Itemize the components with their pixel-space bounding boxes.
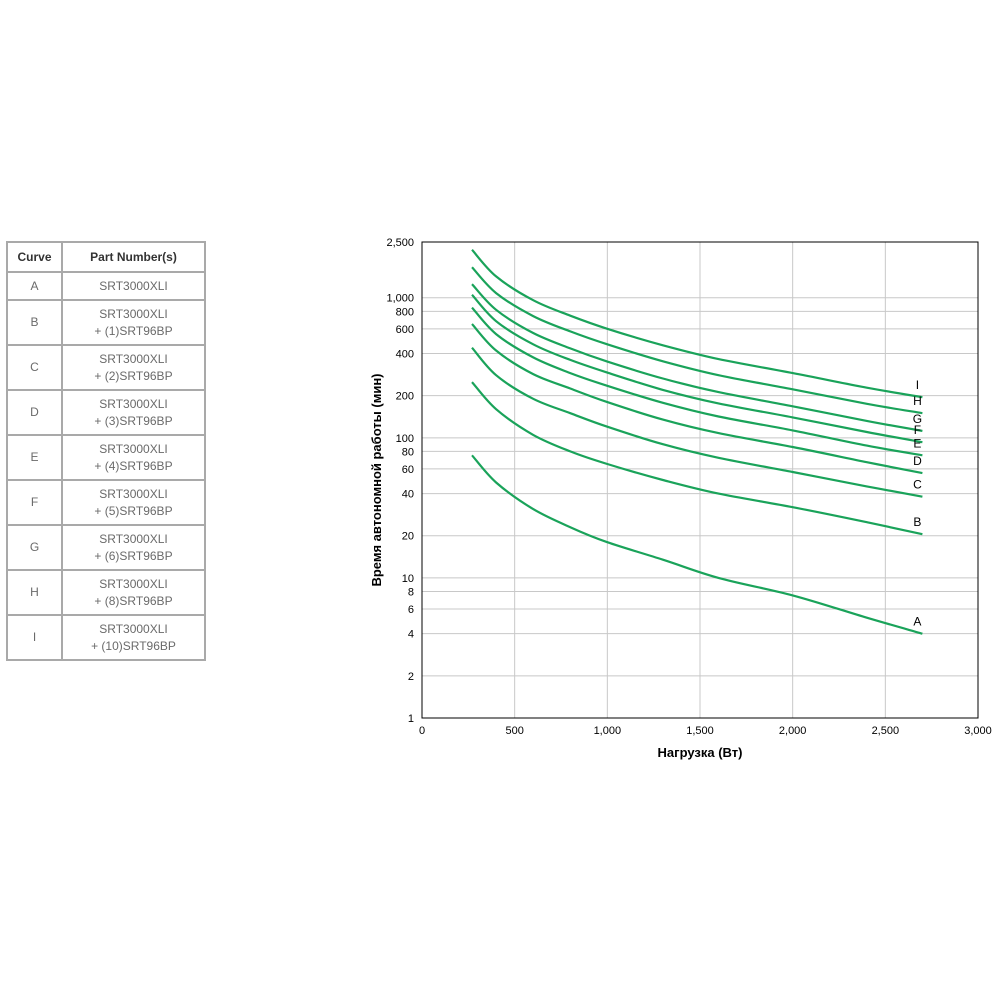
curve-letter: I	[6, 614, 63, 661]
part-number-line: SRT3000XLI	[99, 621, 168, 636]
y-tick-label: 20	[402, 531, 414, 543]
part-number-line: SRT3000XLI	[99, 486, 168, 501]
y-tick-label: 40	[402, 489, 414, 501]
part-number-cell: SRT3000XLI + (6)SRT96BP	[61, 524, 206, 571]
series-line-c	[471, 346, 923, 498]
curve-label-h: H	[913, 394, 922, 408]
curve-letter: D	[6, 389, 63, 436]
part-number-line: + (3)SRT96BP	[94, 413, 173, 428]
part-number-cell: SRT3000XLI + (3)SRT96BP	[61, 389, 206, 436]
x-tick-label: 1,000	[594, 725, 622, 737]
part-number-line: SRT3000XLI	[99, 576, 168, 591]
x-tick-label: 2,000	[779, 725, 807, 737]
curve-letter: E	[6, 434, 63, 481]
legend-header-curve: Curve	[6, 241, 63, 273]
y-tick-label: 10	[402, 573, 414, 585]
part-number-cell: SRT3000XLI + (1)SRT96BP	[61, 299, 206, 346]
y-tick-label: 4	[408, 629, 414, 641]
y-tick-label: 800	[396, 306, 414, 318]
grid-lines	[422, 242, 978, 718]
y-tick-label: 60	[402, 464, 414, 476]
curve-label-f: F	[914, 423, 921, 437]
series-line-d	[471, 323, 923, 475]
part-number-line: + (6)SRT96BP	[94, 548, 173, 563]
series-lines	[471, 249, 923, 635]
series-line-i	[471, 249, 923, 399]
table-row: A SRT3000XLI	[6, 271, 206, 301]
series-line-h	[471, 266, 923, 415]
table-row: D SRT3000XLI + (3)SRT96BP	[6, 389, 206, 436]
y-axis-title: Время автономной работы (мин)	[369, 373, 384, 586]
curve-label-a: A	[913, 615, 921, 629]
curve-letter: C	[6, 344, 63, 391]
part-number-line: + (10)SRT96BP	[91, 638, 176, 653]
x-tick-label: 500	[505, 725, 523, 737]
y-tick-label: 400	[396, 348, 414, 360]
legend-table: Curve Part Number(s) A SRT3000XLI B SRT3…	[6, 241, 206, 661]
curve-label-c: C	[913, 478, 922, 492]
part-number-line: + (8)SRT96BP	[94, 593, 173, 608]
part-number-line: SRT3000XLI	[99, 306, 168, 321]
curve-letter: A	[6, 271, 63, 301]
curve-letter: B	[6, 299, 63, 346]
plot-frame	[421, 241, 979, 719]
y-tick-label: 1,000	[386, 293, 414, 305]
y-tick-label: 600	[396, 324, 414, 336]
part-number-line: + (4)SRT96BP	[94, 458, 173, 473]
curve-label-g: G	[913, 412, 922, 426]
table-row: E SRT3000XLI + (4)SRT96BP	[6, 434, 206, 481]
curve-letter: F	[6, 479, 63, 526]
x-tick-label: 0	[419, 725, 425, 737]
table-row: G SRT3000XLI + (6)SRT96BP	[6, 524, 206, 571]
x-axis-ticks: 0 500 1,000 1,500 2,000 2,500 3,000	[419, 725, 992, 737]
curve-label-d: D	[913, 454, 922, 468]
y-tick-label: 8	[408, 586, 414, 598]
part-number-line: SRT3000XLI	[99, 396, 168, 411]
part-number-line: SRT3000XLI	[99, 278, 168, 293]
table-row: B SRT3000XLI + (1)SRT96BP	[6, 299, 206, 346]
series-line-g	[471, 283, 923, 432]
y-tick-label: 6	[408, 604, 414, 616]
series-line-e	[471, 306, 923, 457]
y-tick-label: 2	[408, 671, 414, 683]
y-tick-label: 1	[408, 713, 414, 725]
table-row: C SRT3000XLI + (2)SRT96BP	[6, 344, 206, 391]
curve-label-e: E	[913, 436, 921, 450]
y-tick-label: 80	[402, 446, 414, 458]
part-number-line: + (5)SRT96BP	[94, 503, 173, 518]
table-row: F SRT3000XLI + (5)SRT96BP	[6, 479, 206, 526]
part-number-line: SRT3000XLI	[99, 441, 168, 456]
series-line-b	[471, 381, 923, 536]
x-tick-label: 3,000	[964, 725, 992, 737]
x-tick-label: 1,500	[686, 725, 714, 737]
part-number-cell: SRT3000XLI + (5)SRT96BP	[61, 479, 206, 526]
part-number-cell: SRT3000XLI	[61, 271, 206, 301]
part-number-line: SRT3000XLI	[99, 531, 168, 546]
part-number-line: + (1)SRT96BP	[94, 323, 173, 338]
part-number-line: SRT3000XLI	[99, 351, 168, 366]
y-tick-label: 100	[396, 433, 414, 445]
table-row: H SRT3000XLI + (8)SRT96BP	[6, 569, 206, 616]
table-row: I SRT3000XLI + (10)SRT96BP	[6, 614, 206, 661]
part-number-cell: SRT3000XLI + (2)SRT96BP	[61, 344, 206, 391]
y-tick-label: 200	[396, 391, 414, 403]
part-number-cell: SRT3000XLI + (10)SRT96BP	[61, 614, 206, 661]
part-number-cell: SRT3000XLI + (4)SRT96BP	[61, 434, 206, 481]
curve-label-i: I	[916, 378, 919, 392]
legend-header-part-numbers: Part Number(s)	[61, 241, 206, 273]
curve-letter: G	[6, 524, 63, 571]
x-axis-title: Нагрузка (Вт)	[658, 745, 743, 760]
curve-letter: H	[6, 569, 63, 616]
curve-label-b: B	[913, 515, 921, 529]
y-tick-label: 2,500	[386, 237, 414, 249]
series-line-f	[471, 294, 923, 444]
x-tick-label: 2,500	[872, 725, 900, 737]
series-line-a	[471, 454, 923, 635]
part-number-line: + (2)SRT96BP	[94, 368, 173, 383]
part-number-cell: SRT3000XLI + (8)SRT96BP	[61, 569, 206, 616]
